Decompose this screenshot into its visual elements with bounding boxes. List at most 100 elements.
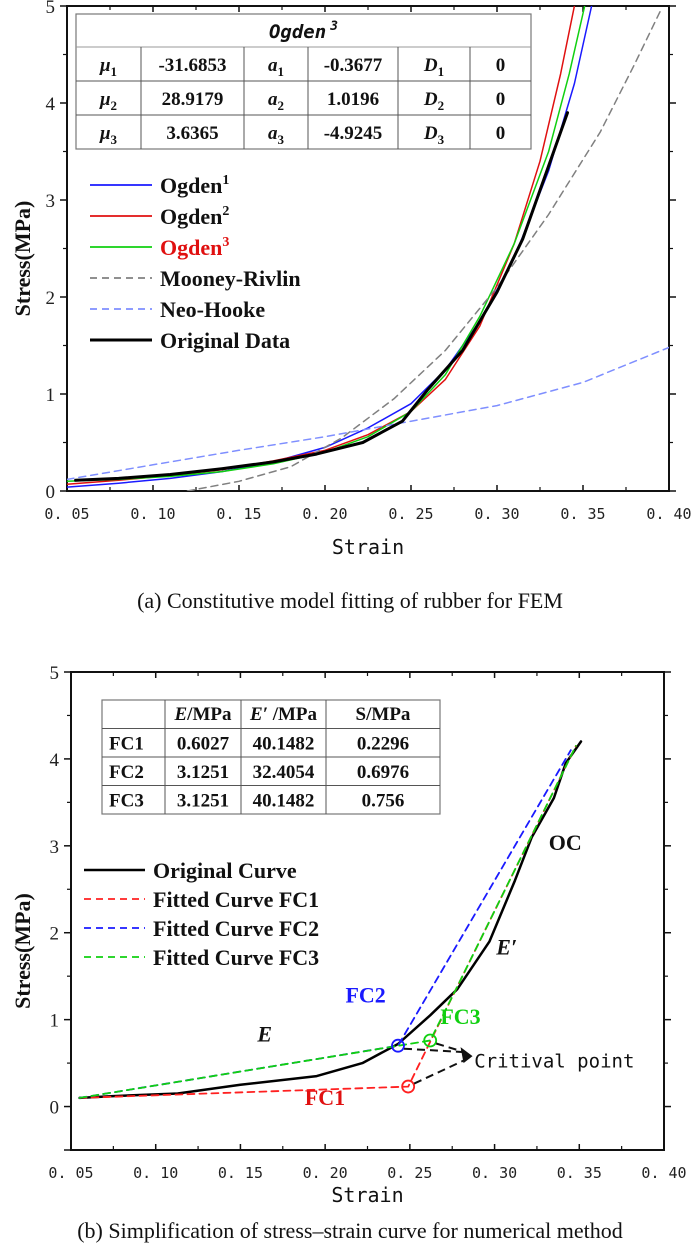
x-tick-label: 0. 40: [641, 1164, 686, 1182]
table-value: 28.9179: [162, 89, 224, 110]
table-header: E/MPa: [173, 704, 232, 725]
cell-subscript: 2: [111, 98, 118, 113]
legend-label: Mooney-Rivlin: [160, 266, 301, 291]
table-value: -0.3677: [324, 55, 383, 76]
x-tick-label: 0. 20: [303, 1164, 348, 1182]
legend-label-text: Original Data: [160, 328, 290, 353]
table-row-name: FC2: [109, 762, 144, 783]
cell-text: a: [268, 123, 278, 144]
cell-text: 1.0196: [327, 89, 379, 110]
chart-a: 0. 05 0. 10 0. 15 0. 20 0. 25 0. 30 0. 35 0. 40…: [10, 0, 692, 613]
figure-caption: (a) Constitutive model fitting of rubber…: [137, 588, 563, 613]
y-tick-label: 3: [46, 191, 56, 212]
table-param-symbol: μ1: [99, 55, 117, 79]
table-header-unit: /MPa: [268, 704, 318, 725]
x-tick-label: 0. 30: [472, 1164, 517, 1182]
legend-label-sup: 3: [222, 235, 229, 250]
table-header-symbol: E′: [249, 704, 268, 725]
critical-point-marker: [391, 1038, 405, 1053]
cell-subscript: 3: [278, 132, 285, 147]
legend-label: Ogden3: [160, 235, 229, 260]
table-param-symbol: D1: [423, 55, 444, 79]
cell-text: 3.6365: [166, 123, 218, 144]
table-value: 0: [496, 123, 506, 144]
cell-text: 0: [496, 123, 506, 144]
series-line-original-curve: [78, 740, 583, 1100]
table-param-symbol: D2: [423, 89, 444, 113]
y-tick-label: 0: [50, 1098, 60, 1119]
y-tick-label: 2: [46, 288, 56, 309]
table-value: 32.4054: [253, 762, 315, 783]
y-tick-label: 5: [46, 0, 56, 18]
cell-text: -4.9245: [324, 123, 383, 144]
arrow-line: [435, 1042, 465, 1054]
chart-b: 0. 05 0. 10 0. 15 0. 20 0. 25 0. 30 0. 35 0. 40…: [10, 663, 687, 1243]
cell-subscript: 2: [438, 98, 445, 113]
arrow-head: [460, 1047, 473, 1064]
x-tick-label: 0. 40: [646, 505, 691, 523]
y-tick-label: 4: [46, 94, 56, 115]
legend-label-sup: 1: [222, 173, 229, 188]
y-axis-title: Stress(MPa): [10, 201, 35, 317]
cell-text: -0.3677: [324, 55, 383, 76]
y-tick-label: 0: [46, 482, 56, 503]
table-value: 3.1251: [177, 762, 229, 783]
table-value: 40.1482: [253, 791, 315, 812]
table-value: 0.6976: [357, 762, 409, 783]
cell-subscript: 3: [438, 132, 445, 147]
series-group: [67, 6, 669, 491]
table-title: Ogden 3: [269, 19, 338, 43]
x-axis-title: Strain: [332, 535, 404, 559]
x-tick-label: 0. 05: [44, 505, 89, 523]
table-param-symbol: a3: [268, 123, 285, 147]
table-value: 0: [496, 55, 506, 76]
legend-label: Original Curve: [153, 858, 297, 883]
y-tick-label: 1: [50, 1011, 60, 1032]
critical-point-marker: [401, 1079, 416, 1094]
table-value: 40.1482: [253, 734, 315, 755]
cell-text: D: [423, 123, 438, 144]
series-line-mooney-rivlin: [186, 10, 662, 491]
series-line-ogden3: [67, 6, 586, 483]
table-row-name: FC3: [109, 791, 144, 812]
table-header: E′ /MPa: [249, 704, 318, 725]
annotation-label: E′: [495, 934, 517, 959]
table-value: 0.6027: [177, 734, 230, 755]
critical-point-arrows: [403, 1042, 473, 1085]
x-tick-label: 0. 15: [218, 1164, 263, 1182]
cell-subscript: 1: [111, 64, 118, 79]
annotation-label: Critival point: [474, 1050, 634, 1072]
table-value: 3.6365: [166, 123, 218, 144]
x-tick-label: 0. 25: [388, 505, 433, 523]
table-param-symbol: a1: [268, 55, 284, 79]
annotation-label: E: [256, 1021, 272, 1046]
table-header: S/MPa: [356, 704, 411, 725]
annotation-label: FC2: [345, 982, 385, 1007]
cell-text: -31.6853: [158, 55, 226, 76]
legend-label: Original Data: [160, 328, 290, 353]
cell-text: μ: [99, 89, 111, 110]
y-tick-label: 5: [50, 663, 60, 684]
legend-label-text: Neo-Hooke: [160, 297, 265, 322]
table-header-unit: /MPa: [186, 704, 232, 725]
x-tick-label: 0. 10: [133, 1164, 178, 1182]
x-tick-label: 0. 35: [557, 1164, 602, 1182]
x-tick-label: 0. 30: [474, 505, 519, 523]
y-axis-title: Stress(MPa): [10, 893, 35, 1009]
cell-text: a: [268, 55, 278, 76]
cell-text: 0: [496, 89, 506, 110]
annotation-label: FC3: [440, 1004, 480, 1029]
table-value: -4.9245: [324, 123, 383, 144]
table-title-text: Ogden: [269, 21, 326, 43]
series-group: [78, 740, 583, 1100]
y-tick-label: 1: [46, 385, 56, 406]
table-value: 0.756: [362, 791, 405, 812]
cell-subscript: 1: [438, 64, 445, 79]
legend-label-text: Ogden: [160, 235, 222, 260]
legend: Ogden1Ogden2Ogden3Mooney-RivlinNeo-Hooke…: [90, 173, 301, 353]
cell-subscript: 2: [278, 98, 285, 113]
cell-subscript: 3: [111, 132, 118, 147]
legend-label-sup: 2: [222, 204, 229, 219]
legend-label: Fitted Curve FC3: [153, 945, 319, 970]
x-tick-label: 0. 20: [302, 505, 347, 523]
